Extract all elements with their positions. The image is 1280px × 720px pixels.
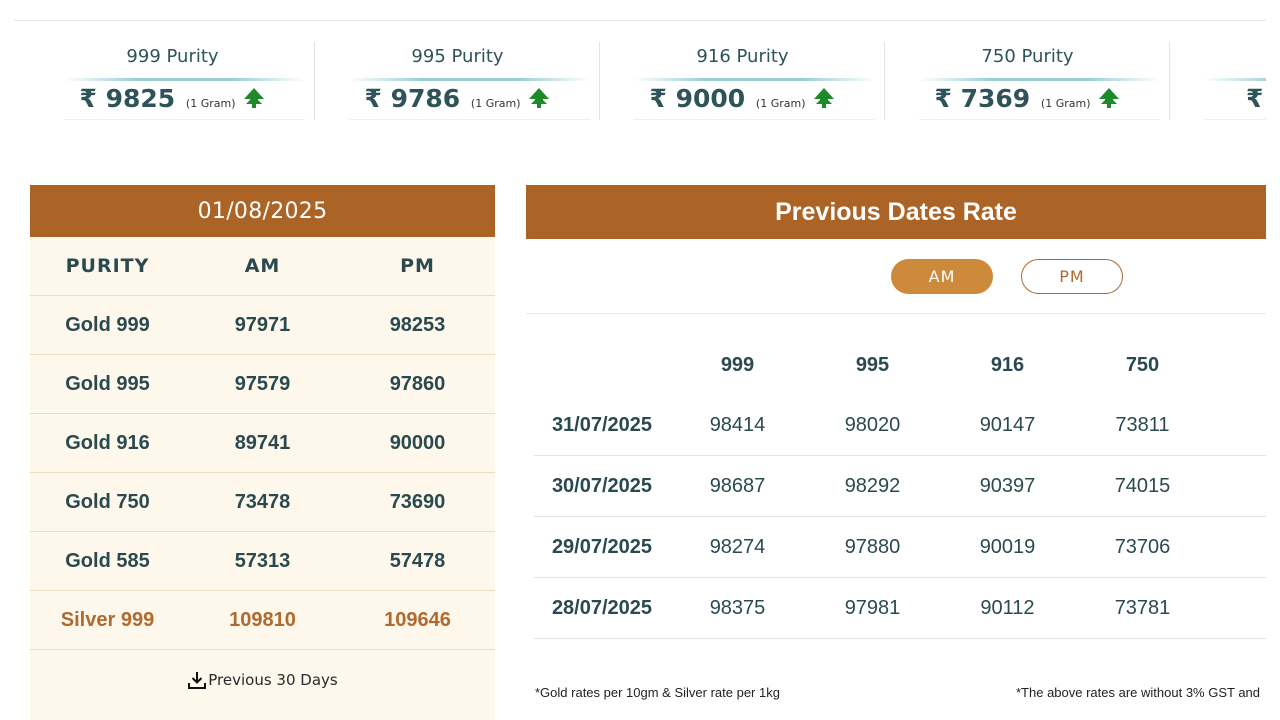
trend-up-icon [243,88,264,108]
previous-30-days-label: Previous 30 Days [208,671,338,689]
am-toggle-button[interactable]: AM [891,259,993,294]
trend-up-icon [1098,88,1119,108]
ticker-price: ₹ 9000 (1 Gram) [600,84,885,113]
ticker-card-750: 750 Purity ₹ 7369 (1 Gram) [885,42,1170,120]
gst-note: *The above rates are without 3% GST and [1016,685,1261,700]
ticker-card-995: 995 Purity ₹ 9786 (1 Gram) [315,42,600,120]
trend-up-icon [528,88,549,108]
am-pm-toggle: AM PM [526,259,1266,295]
ticker-title: 916 Purity [696,46,789,67]
table-row: 29/07/2025 98274 97880 90019 73706 57 [534,517,1266,578]
today-date: 01/08/2025 [30,185,495,237]
top-divider [14,20,1266,21]
col-purity: PURITY [65,255,150,277]
table-row: Gold 995 97579 97860 [30,355,495,414]
pm-toggle-button[interactable]: PM [1021,259,1123,294]
table-row: Gold 750 73478 73690 [30,473,495,532]
rates-unit-note: *Gold rates per 10gm & Silver rate per 1… [535,685,780,700]
table-row: 28/07/2025 98375 97981 90112 73781 57 [534,578,1266,639]
ticker-price: ₹ [1246,84,1264,113]
trend-up-icon [813,88,834,108]
previous-dates-title: Previous Dates Rate [526,185,1266,239]
previous-dates-panel: Previous Dates Rate AM PM 999 995 916 75… [526,185,1266,720]
ticker-card-partial: ₹ [1170,42,1266,120]
col-am: AM [244,255,281,277]
table-row: Gold 916 89741 90000 [30,414,495,473]
ticker-card-999: 999 Purity ₹ 9825 (1 Gram) [30,42,315,120]
download-icon [188,672,207,689]
ticker-title: 999 Purity [126,46,219,67]
previous-table-header: 999 995 916 750 5 [720,353,1160,376]
col-pm: PM [400,255,435,277]
rate-table-header: PURITY AM PM [30,237,495,296]
ticker-title: 995 Purity [411,46,504,67]
ticker-card-916: 916 Purity ₹ 9000 (1 Gram) [600,42,885,120]
previous-30-days-link[interactable]: Previous 30 Days [30,650,495,710]
purity-ticker: 999 Purity ₹ 9825 (1 Gram) 995 Purity ₹ … [30,40,1266,122]
table-row-silver: Silver 999 109810 109646 [30,591,495,650]
ticker-price: ₹ 9825 (1 Gram) [30,84,315,113]
ticker-price: ₹ 9786 (1 Gram) [315,84,600,113]
previous-rates-table: 999 995 916 750 5 31/07/2025 98414 98020… [534,335,1266,639]
table-row: Gold 585 57313 57478 [30,532,495,591]
table-row: Gold 999 97971 98253 [30,296,495,355]
ticker-title: 750 Purity [981,46,1074,67]
ticker-price: ₹ 7369 (1 Gram) [885,84,1170,113]
today-rate-card: 01/08/2025 PURITY AM PM Gold 999 97971 9… [30,185,495,720]
table-row: 31/07/2025 98414 98020 90147 73811 57 [534,395,1266,456]
table-row: 30/07/2025 98687 98292 90397 74015 57 [534,456,1266,517]
